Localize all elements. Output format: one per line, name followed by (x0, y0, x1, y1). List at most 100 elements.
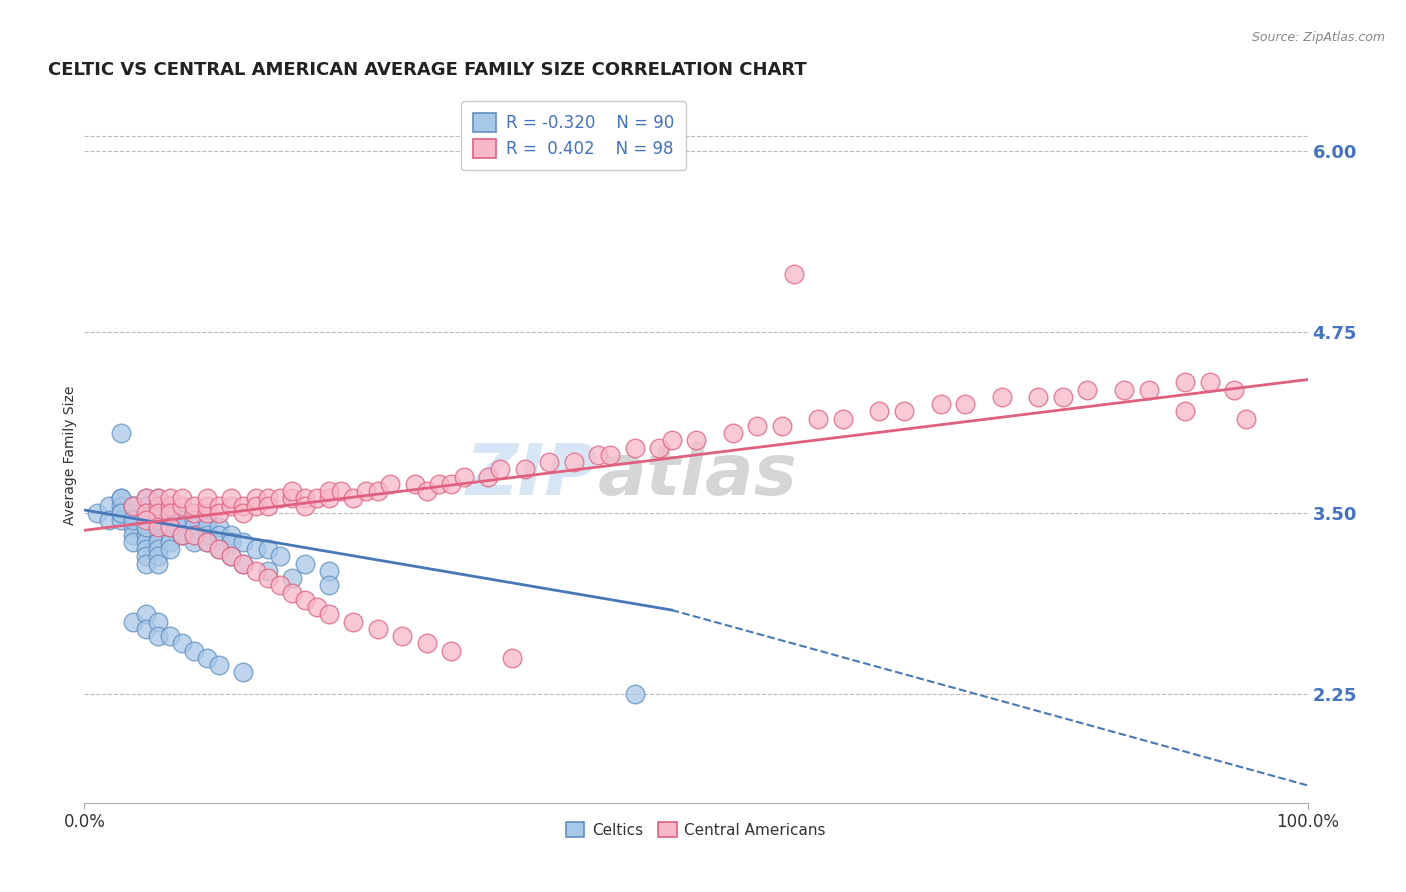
Point (245, 491, 267, 506)
Point (318, 491, 340, 506)
Point (122, 499, 145, 513)
Point (135, 549, 157, 564)
Point (257, 571, 280, 585)
Point (122, 499, 145, 513)
Point (135, 520, 157, 534)
Point (232, 665, 254, 680)
Point (269, 549, 291, 564)
Text: Source: ZipAtlas.com: Source: ZipAtlas.com (1251, 31, 1385, 45)
Point (342, 615, 364, 629)
Point (427, 476, 450, 491)
Point (122, 535, 145, 549)
Text: CELTIC VS CENTRAL AMERICAN AVERAGE FAMILY SIZE CORRELATION CHART: CELTIC VS CENTRAL AMERICAN AVERAGE FAMIL… (48, 62, 807, 79)
Point (195, 520, 218, 534)
Point (562, 455, 585, 469)
Point (404, 476, 426, 491)
Point (146, 491, 169, 506)
Point (269, 491, 291, 506)
Point (146, 557, 169, 571)
Point (281, 571, 304, 585)
Point (146, 506, 169, 520)
Point (122, 615, 145, 629)
Text: atlas: atlas (598, 442, 797, 510)
Text: ZIP: ZIP (465, 442, 598, 510)
Point (453, 469, 475, 483)
Point (269, 578, 291, 592)
Point (1198, 376, 1220, 390)
Point (318, 578, 340, 592)
Point (232, 557, 254, 571)
Point (159, 506, 181, 520)
Point (869, 404, 891, 418)
Point (489, 462, 512, 476)
Point (97, 513, 120, 527)
Point (257, 564, 280, 578)
Point (219, 535, 242, 549)
Point (195, 491, 218, 506)
Point (159, 491, 181, 506)
Point (110, 513, 132, 527)
Point (183, 513, 205, 527)
Point (195, 527, 218, 541)
Point (172, 513, 194, 527)
Point (195, 506, 218, 520)
Point (208, 542, 231, 557)
Point (783, 267, 806, 281)
Point (172, 506, 194, 520)
Point (172, 636, 194, 650)
Point (624, 441, 647, 455)
Point (122, 520, 145, 534)
Point (146, 506, 169, 520)
Point (538, 455, 561, 469)
Point (208, 542, 231, 557)
Point (122, 527, 145, 541)
Point (294, 491, 316, 506)
Point (159, 499, 181, 513)
Point (172, 527, 194, 541)
Point (159, 542, 181, 557)
Point (245, 564, 267, 578)
Point (281, 585, 304, 599)
Point (1174, 376, 1197, 390)
Point (586, 448, 609, 462)
Point (183, 643, 205, 657)
Point (135, 513, 157, 527)
Point (135, 491, 157, 506)
Point (440, 643, 463, 657)
Point (122, 499, 145, 513)
Point (195, 499, 218, 513)
Point (219, 499, 242, 513)
Point (110, 499, 132, 513)
Point (219, 549, 242, 564)
Point (195, 651, 218, 665)
Point (135, 499, 157, 513)
Point (367, 622, 389, 636)
Point (807, 411, 830, 425)
Point (146, 499, 169, 513)
Point (1052, 390, 1074, 404)
Point (135, 535, 157, 549)
Point (232, 535, 254, 549)
Point (721, 426, 744, 441)
Point (440, 476, 463, 491)
Point (172, 520, 194, 534)
Point (183, 506, 205, 520)
Point (416, 636, 439, 650)
Point (294, 593, 316, 607)
Point (1076, 383, 1098, 397)
Point (831, 411, 853, 425)
Point (1028, 390, 1050, 404)
Point (172, 527, 194, 541)
Point (257, 499, 280, 513)
Point (1236, 411, 1258, 425)
Point (159, 513, 181, 527)
Point (122, 506, 145, 520)
Point (135, 520, 157, 534)
Point (159, 629, 181, 643)
Point (929, 397, 952, 411)
Point (172, 499, 194, 513)
Point (122, 513, 145, 527)
Point (1223, 383, 1246, 397)
Point (391, 629, 413, 643)
Point (183, 520, 205, 534)
